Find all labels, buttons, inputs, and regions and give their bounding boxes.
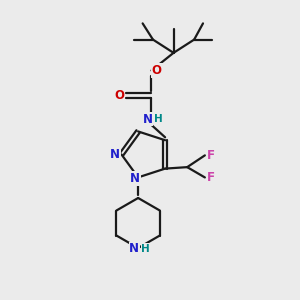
- Text: N: N: [142, 112, 153, 126]
- Text: N: N: [130, 172, 140, 185]
- Text: O: O: [114, 89, 124, 102]
- Text: F: F: [207, 149, 215, 162]
- Text: H: H: [154, 114, 163, 124]
- Text: H: H: [141, 244, 150, 254]
- Text: O: O: [152, 64, 162, 77]
- Text: F: F: [207, 171, 215, 184]
- Text: N: N: [110, 148, 120, 161]
- Text: N: N: [129, 242, 139, 255]
